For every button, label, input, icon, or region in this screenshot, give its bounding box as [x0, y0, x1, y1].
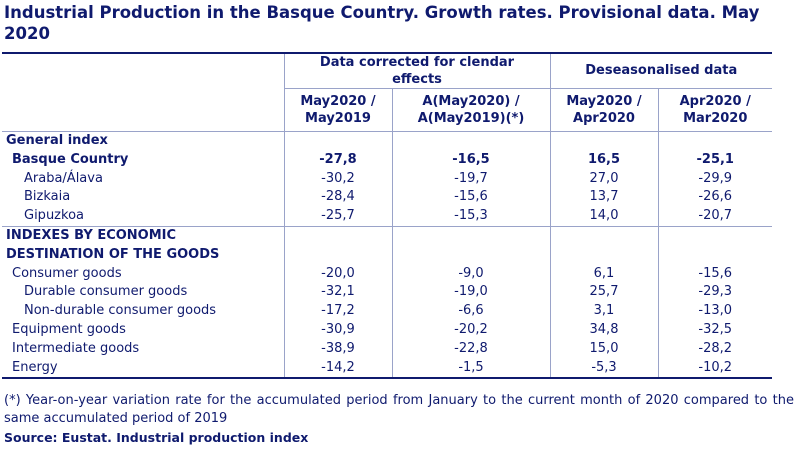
- footnote: (*) Year-on-year variation rate for the …: [4, 393, 794, 426]
- cell-value: -26,6: [698, 189, 733, 205]
- cell-value: -19,0: [392, 283, 551, 303]
- header-column-row: May2020 / May2019 A(May2020) / A(May2019…: [2, 88, 772, 132]
- table-row: Intermediate goods -38,9 -22,8 15,0 -28,…: [2, 339, 772, 359]
- cell-value: -27,8: [284, 150, 393, 170]
- cell-value: -19,7: [392, 169, 551, 189]
- cell-value: -22,8: [392, 339, 551, 359]
- cell-value: 15,0: [550, 339, 659, 359]
- header-group-row: Data corrected for clendar effects Desea…: [2, 52, 772, 132]
- cell-value: -15,6: [392, 188, 551, 208]
- cell-value: -38,9: [284, 339, 393, 359]
- cell-value: 27,0: [550, 169, 659, 189]
- cell-value: -15,3: [392, 207, 551, 227]
- row-label: Basque Country: [2, 150, 285, 170]
- cell-value: -30,2: [284, 169, 393, 189]
- cell-value: -25,7: [284, 207, 393, 227]
- cell-value: 16,5: [550, 150, 659, 170]
- section-label: DESTINATION OF THE GOODS: [2, 245, 285, 265]
- table-row: Basque Country -27,8 -16,5 16,5 -25,1: [2, 150, 772, 170]
- cell-value: -15,6: [698, 265, 733, 281]
- cell-value: 14,0: [550, 207, 659, 227]
- row-label: Araba/Álava: [2, 169, 285, 189]
- cell-value: -20,2: [392, 320, 551, 340]
- cell-value: -1,5: [392, 358, 551, 380]
- cell-value: 34,8: [550, 320, 659, 340]
- cell-value: 6,1: [550, 264, 659, 284]
- cell-value: -13,0: [698, 303, 733, 319]
- header-blank: [2, 52, 285, 132]
- cell-value: 3,1: [550, 302, 659, 321]
- header-col-3: May2020 / Apr2020: [550, 88, 659, 132]
- data-table: Data corrected for clendar effects Desea…: [2, 52, 772, 380]
- cell-value: -17,2: [284, 302, 393, 321]
- cell-value: -9,0: [392, 264, 551, 284]
- cell-value: -30,9: [284, 320, 393, 340]
- row-label: Gipuzkoa: [2, 207, 285, 227]
- page-title: Industrial Production in the Basque Coun…: [4, 3, 760, 43]
- cell-value: 13,7: [550, 188, 659, 208]
- cell-value: 25,7: [550, 283, 659, 303]
- header-group-calendar: Data corrected for clendar effects: [284, 52, 551, 89]
- cell-value: -6,6: [392, 302, 551, 321]
- cell-value: -25,1: [696, 151, 734, 167]
- cell-value: -14,2: [284, 358, 393, 380]
- row-label: Non-durable consumer goods: [2, 302, 285, 321]
- row-label: Consumer goods: [2, 264, 285, 284]
- table-row: Non-durable consumer goods -17,2 -6,6 3,…: [2, 302, 772, 321]
- table-row: Durable consumer goods -32,1 -19,0 25,7 …: [2, 283, 772, 303]
- cell-value: -20,7: [658, 207, 772, 227]
- cell-value: -20,0: [284, 264, 393, 284]
- section-indexes-line1: INDEXES BY ECONOMIC: [2, 226, 772, 246]
- row-label: Durable consumer goods: [2, 283, 285, 303]
- table-row: Araba/Álava -30,2 -19,7 27,0 -29,9: [2, 169, 772, 189]
- header-group-deseasonalised: Deseasonalised data: [550, 52, 772, 89]
- row-label: Intermediate goods: [2, 339, 285, 359]
- table-row: Consumer goods -20,0 -9,0 6,1 -15,6: [2, 264, 772, 284]
- table-row: Equipment goods -30,9 -20,2 34,8 -32,5: [2, 320, 772, 340]
- section-indexes-line2: DESTINATION OF THE GOODS: [2, 245, 772, 265]
- cell-value: -29,3: [698, 284, 733, 300]
- table-row: Gipuzkoa -25,7 -15,3 14,0 -20,7: [2, 207, 772, 227]
- table-row: Bizkaia -28,4 -15,6 13,7 -26,6: [2, 188, 772, 208]
- cell-value: -32,5: [698, 321, 733, 337]
- cell-value: -29,9: [698, 170, 733, 186]
- section-label: General index: [2, 131, 285, 151]
- table-row: Energy -14,2 -1,5 -5,3 -10,2: [2, 358, 772, 380]
- cell-value: -28,4: [284, 188, 393, 208]
- header-col-2: A(May2020) / A(May2019)(*): [392, 88, 551, 132]
- row-label: Bizkaia: [2, 188, 285, 208]
- cell-value: -32,1: [284, 283, 393, 303]
- section-label: INDEXES BY ECONOMIC: [2, 226, 285, 246]
- cell-value: -10,2: [658, 358, 772, 380]
- cell-value: -16,5: [392, 150, 551, 170]
- row-label: Equipment goods: [2, 320, 285, 340]
- header-col-4: Apr2020 / Mar2020: [658, 88, 772, 132]
- header-col-1: May2020 / May2019: [284, 88, 393, 132]
- row-label: Energy: [2, 358, 285, 380]
- cell-value: -28,2: [698, 340, 733, 356]
- source-line: Source: Eustat. Industrial production in…: [4, 430, 309, 445]
- cell-value: -5,3: [550, 358, 659, 380]
- section-general: General index: [2, 131, 772, 151]
